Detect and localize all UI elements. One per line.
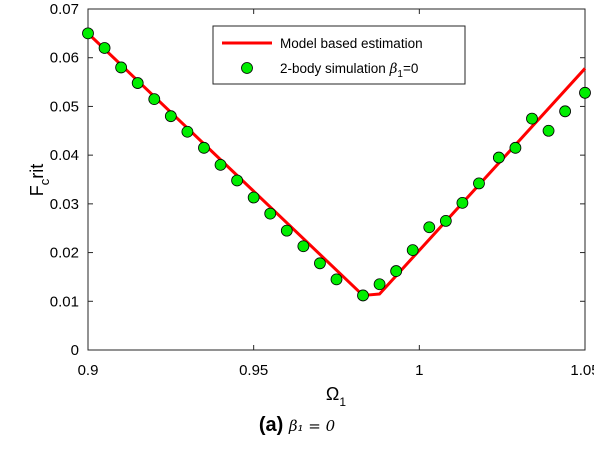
simulation-point	[542, 124, 555, 137]
x-tick-label: 1	[415, 362, 423, 379]
y-axis-label: Fcrit	[27, 164, 52, 197]
legend-label-simulation: 2-body simulation β1=0	[280, 61, 418, 80]
y-tick-label: 0.03	[50, 196, 79, 213]
caption-text: β₁ = 0	[288, 417, 336, 435]
simulation-point	[214, 158, 227, 171]
y-tick-label: 0.04	[50, 147, 79, 164]
simulation-point	[297, 240, 310, 253]
simulation-point	[231, 174, 244, 187]
simulation-point	[164, 110, 177, 123]
y-tick-label: 0.01	[50, 293, 79, 310]
simulation-point	[439, 215, 452, 227]
simulation-point	[406, 244, 419, 257]
simulation-point	[314, 257, 326, 270]
y-tick-label: 0.07	[50, 1, 79, 18]
x-tick-label: 0.95	[239, 362, 268, 379]
y-tick-label: 0	[71, 342, 79, 359]
y-tick-label: 0.06	[50, 50, 79, 67]
legend-marker-swatch	[241, 62, 253, 74]
simulation-point	[82, 27, 94, 40]
simulation-point	[390, 265, 403, 277]
simulation-point	[526, 112, 538, 125]
y-tick-label: 0.05	[50, 98, 79, 115]
simulation-point	[181, 125, 194, 138]
figure-caption: (a) β₁ = 0	[0, 414, 594, 437]
simulation-point	[115, 61, 128, 74]
chart: 0.9 0.95 1 1.05 0 0.01 0.02 0.03 0.04 0.05 0.06 0.0…	[27, 1, 594, 409]
simulation-point	[357, 289, 369, 302]
simulation-point	[373, 278, 386, 291]
simulation-point	[579, 86, 591, 99]
simulation-point	[456, 196, 469, 209]
simulation-point	[473, 177, 485, 190]
simulation-point	[423, 221, 436, 234]
simulation-point	[247, 191, 260, 204]
simulation-point	[559, 105, 572, 118]
legend-label-model: Model based estimation	[280, 36, 423, 51]
simulation-point	[264, 207, 277, 220]
y-tick-label: 0.02	[50, 245, 79, 262]
legend-box	[212, 25, 466, 85]
simulation-point	[148, 93, 161, 106]
x-axis-label: Ω1	[326, 384, 346, 409]
simulation-point	[131, 77, 144, 89]
simulation-point	[492, 151, 505, 164]
simulation-point	[509, 141, 522, 154]
simulation-point	[330, 273, 343, 286]
x-tick-label: 1.05	[570, 362, 594, 379]
caption-label: (a)	[258, 414, 284, 436]
x-tick-label: 0.9	[78, 362, 99, 379]
simulation-point	[98, 42, 111, 54]
simulation-point	[198, 141, 210, 154]
simulation-point	[280, 224, 293, 237]
